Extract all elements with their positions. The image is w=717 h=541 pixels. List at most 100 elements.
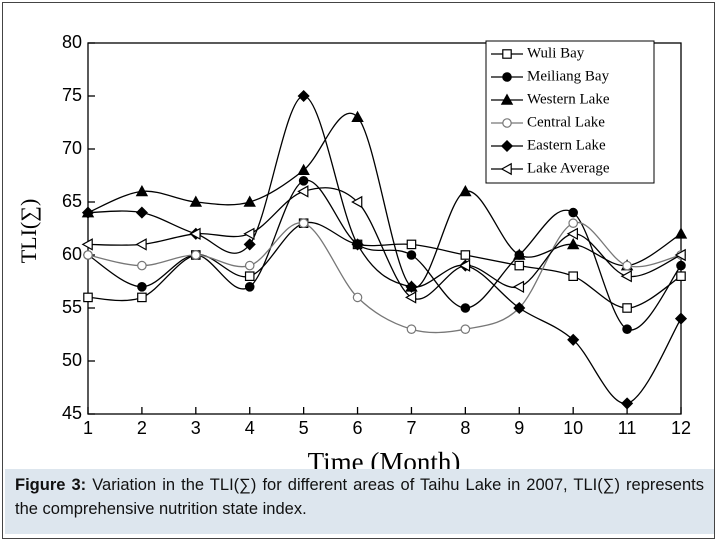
- caption: Figure 3: Variation in the TLI(∑) for di…: [5, 469, 714, 534]
- x-tick-label: 7: [406, 418, 416, 438]
- marker: [135, 238, 147, 251]
- marker: [513, 248, 526, 260]
- x-tick-label: 4: [245, 418, 255, 438]
- marker: [135, 206, 148, 219]
- marker: [137, 281, 147, 292]
- caption-text: Variation in the TLI(∑) for different ar…: [15, 476, 704, 518]
- legend-label: Western Lake: [527, 91, 610, 107]
- marker: [81, 238, 93, 251]
- marker: [566, 237, 580, 250]
- marker: [406, 239, 417, 250]
- y-axis-label: TLI(∑): [16, 199, 41, 264]
- x-tick-label: 5: [299, 418, 309, 438]
- marker: [460, 324, 471, 334]
- marker: [298, 218, 309, 228]
- marker: [568, 207, 578, 218]
- legend-label: Eastern Lake: [527, 137, 606, 153]
- caption-label: Figure 3:: [15, 476, 87, 494]
- x-axis-label: Time (Month): [308, 447, 461, 469]
- series-line: [87, 221, 682, 309]
- marker: [297, 163, 310, 175]
- marker: [406, 250, 417, 260]
- x-tick-label: 6: [353, 418, 363, 438]
- marker: [243, 195, 256, 207]
- marker: [622, 260, 632, 271]
- marker: [622, 303, 632, 313]
- marker: [244, 281, 255, 292]
- x-tick-label: 9: [514, 418, 524, 438]
- x-tick-label: 10: [563, 418, 583, 438]
- marker: [676, 271, 686, 281]
- legend-label: Wuli Bay: [527, 45, 585, 61]
- marker: [243, 227, 255, 241]
- series-line: [87, 95, 682, 405]
- marker: [244, 271, 255, 281]
- marker: [405, 291, 417, 304]
- marker: [567, 333, 580, 346]
- marker: [352, 292, 363, 303]
- marker: [459, 184, 472, 197]
- x-tick-label: 12: [671, 418, 691, 438]
- x-tick-label: 1: [83, 418, 93, 438]
- marker: [191, 250, 201, 260]
- marker: [514, 260, 525, 271]
- y-tick-label: 70: [62, 138, 82, 158]
- marker: [512, 280, 525, 294]
- marker: [135, 184, 149, 197]
- marker: [83, 250, 93, 260]
- marker: [137, 292, 147, 303]
- x-tick-label: 2: [137, 418, 147, 438]
- marker: [351, 110, 364, 123]
- marker: [621, 397, 634, 410]
- y-tick-label: 80: [62, 32, 82, 52]
- marker: [513, 301, 526, 315]
- y-tick-label: 60: [62, 244, 82, 264]
- y-tick-label: 65: [62, 191, 82, 211]
- marker: [458, 259, 471, 272]
- marker: [297, 89, 310, 103]
- marker: [500, 93, 514, 105]
- x-tick-label: 3: [191, 418, 201, 438]
- marker: [502, 118, 512, 128]
- y-tick-label: 45: [62, 403, 82, 423]
- marker: [502, 49, 512, 59]
- x-tick-label: 11: [618, 418, 637, 438]
- marker: [460, 250, 471, 260]
- marker: [406, 324, 417, 334]
- legend-label: Central Lake: [527, 114, 605, 130]
- marker: [568, 271, 578, 281]
- marker: [189, 195, 203, 207]
- y-tick-label: 55: [62, 297, 82, 317]
- marker: [351, 195, 363, 209]
- marker: [460, 303, 471, 313]
- marker: [297, 185, 309, 198]
- marker: [243, 238, 256, 251]
- marker: [244, 260, 255, 271]
- marker: [620, 269, 632, 283]
- marker: [351, 238, 364, 251]
- y-tick-label: 75: [62, 85, 82, 105]
- marker: [674, 227, 688, 239]
- marker: [676, 260, 686, 271]
- marker: [674, 312, 688, 325]
- marker: [502, 72, 512, 82]
- y-tick-label: 50: [62, 350, 82, 370]
- marker: [405, 280, 418, 293]
- x-tick-label: 8: [460, 418, 470, 438]
- marker: [298, 176, 309, 186]
- legend-box: [485, 40, 655, 184]
- marker: [500, 162, 512, 176]
- marker: [500, 139, 514, 153]
- marker: [674, 248, 686, 262]
- marker: [568, 218, 578, 228]
- marker: [622, 324, 632, 334]
- series-line: [87, 221, 682, 334]
- marker: [566, 227, 578, 241]
- marker: [189, 227, 201, 241]
- marker: [81, 206, 95, 219]
- legend-label: Meiliang Bay: [527, 68, 610, 84]
- marker: [137, 260, 147, 271]
- legend-label: Lake Average: [527, 160, 610, 176]
